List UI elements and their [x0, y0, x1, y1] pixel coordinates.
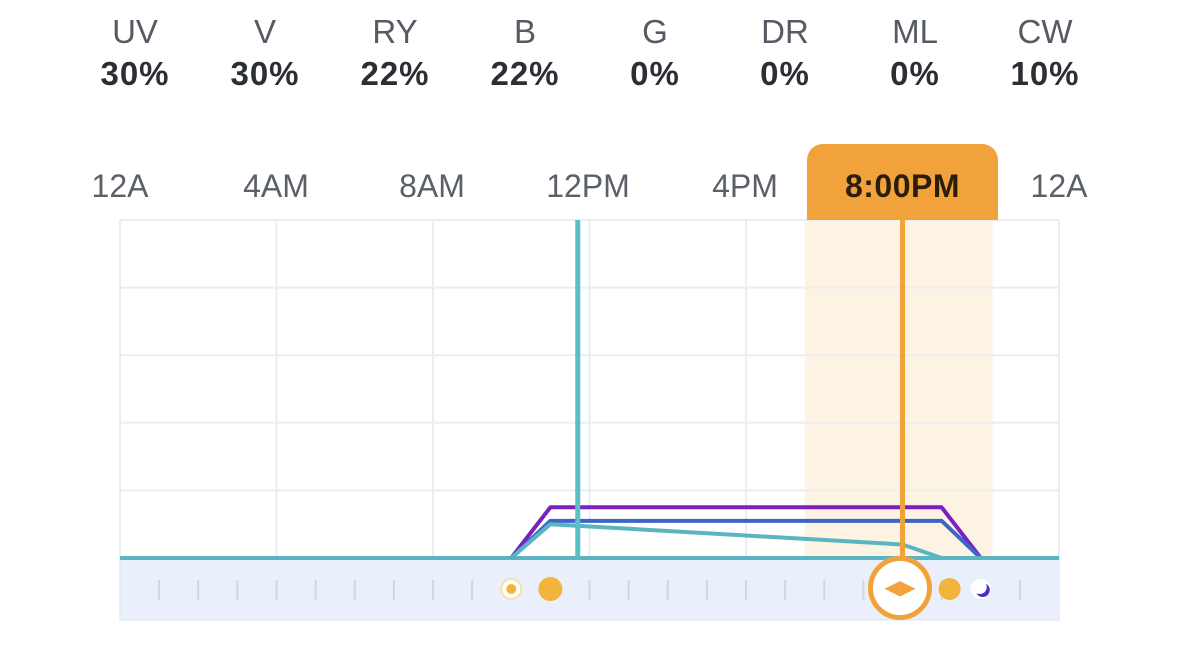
- channel-name: DR: [761, 13, 809, 50]
- time-label: 12PM: [546, 168, 630, 204]
- current-time-label: 8:00PM: [844, 168, 961, 204]
- channel-values: UV 30% V 30% RY 22% B 22% G 0% DR 0% ML 0% CW 10%: [70, 12, 1110, 102]
- channel-value: 0%: [630, 55, 680, 92]
- channel-name: UV: [112, 13, 158, 50]
- channel-value: 30%: [230, 55, 300, 92]
- channel-name: V: [253, 13, 276, 50]
- channel-value: 10%: [1010, 55, 1080, 92]
- moon-icon-cut: [972, 580, 987, 594]
- channel-name: ML: [892, 13, 938, 50]
- arrow-right-icon: ▶: [900, 577, 916, 599]
- channel-value: 0%: [760, 55, 810, 92]
- channel-name: CW: [1017, 13, 1073, 50]
- channel-g[interactable]: G 0%: [590, 12, 720, 102]
- channel-ml[interactable]: ML 0%: [850, 12, 980, 102]
- time-label: 4AM: [243, 168, 309, 204]
- channel-b[interactable]: B 22%: [460, 12, 590, 102]
- channel-ry[interactable]: RY 22%: [330, 12, 460, 102]
- channel-dr[interactable]: DR 0%: [720, 12, 850, 102]
- channel-uv[interactable]: UV 30%: [70, 12, 200, 102]
- time-label: 12A: [91, 168, 149, 204]
- time-scrubber-handle[interactable]: ◀ ▶: [868, 556, 932, 620]
- time-label: 4PM: [712, 168, 778, 204]
- channel-v[interactable]: V 30%: [200, 12, 330, 102]
- current-time-highlight: [804, 220, 993, 558]
- channel-name: RY: [372, 13, 418, 50]
- arrow-left-icon: ◀: [884, 577, 900, 599]
- channel-name: G: [642, 13, 668, 50]
- channel-value: 0%: [890, 55, 940, 92]
- channel-name: B: [513, 13, 536, 50]
- sunset-icon: [938, 578, 961, 600]
- sunrise-icon-core: [506, 584, 517, 594]
- channel-value: 22%: [490, 55, 560, 92]
- time-label: 8AM: [399, 168, 465, 204]
- channel-value: 30%: [100, 55, 170, 92]
- time-label: 12A: [1030, 168, 1088, 204]
- channel-value: 22%: [360, 55, 430, 92]
- sun-icon: [538, 577, 563, 601]
- channel-cw[interactable]: CW 10%: [980, 12, 1110, 102]
- series-line-violet: [509, 505, 983, 560]
- current-time-tab[interactable]: 8:00PM: [807, 144, 998, 220]
